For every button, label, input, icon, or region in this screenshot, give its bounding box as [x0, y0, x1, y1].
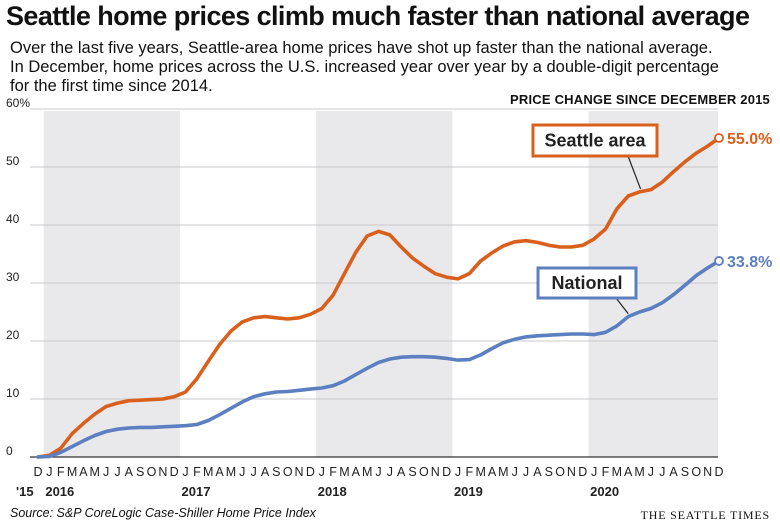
month-tick-label: M [67, 465, 77, 479]
month-tick-label: M [339, 465, 349, 479]
year-label-2018: 2018 [318, 484, 347, 499]
month-tick-label: J [659, 465, 665, 479]
month-tick-label: J [591, 465, 597, 479]
chart-subtitle: Over the last five years, Seattle-area h… [10, 39, 774, 96]
month-tick-label: J [114, 465, 120, 479]
month-tick-label: S [408, 465, 416, 479]
month-tick-label: N [431, 465, 440, 479]
year-label-2017: 2017 [182, 484, 211, 499]
source-note: Source: S&P CoreLogic Case-Shiller Home … [10, 506, 316, 520]
seattle-area-line [36, 136, 721, 459]
month-tick-label: A [669, 465, 678, 479]
chart-title: Seattle home prices climb much faster th… [6, 1, 750, 31]
national-end-point [714, 256, 724, 266]
month-tick-label: N [158, 465, 167, 479]
month-tick-label: N [295, 465, 304, 479]
month-tick-label: J [319, 465, 325, 479]
month-tick-label: A [488, 465, 497, 479]
month-tick-label: M [362, 465, 372, 479]
month-tick-label: D [170, 465, 179, 479]
month-tick-label: O [283, 465, 293, 479]
month-tick-label: S [272, 465, 280, 479]
month-tick-label: M [90, 465, 100, 479]
month-tick-label: M [203, 465, 213, 479]
month-tick-label: J [182, 465, 188, 479]
y-tick-label-0: 0 [6, 444, 13, 458]
y-tick-label-40: 40 [6, 212, 20, 226]
month-tick-label: F [329, 465, 337, 479]
month-tick-label: S [136, 465, 144, 479]
y-tick-label-60: 60% [6, 96, 30, 110]
month-tick-label: F [465, 465, 473, 479]
month-tick-label: J [46, 465, 52, 479]
year-label-2019: 2019 [454, 484, 483, 499]
national-label-box [536, 266, 638, 300]
subtitle-line-2: In December, home prices across the U.S.… [10, 58, 719, 76]
month-tick-label: D [578, 465, 587, 479]
seattle-area-label: Seattle area [544, 131, 646, 151]
subtitle-line-3: for the first time since 2014. [10, 77, 213, 95]
month-tick-label: D [714, 465, 723, 479]
month-tick-label: A [533, 465, 542, 479]
year-label-15: '15 [16, 484, 34, 499]
y-tick-label-10: 10 [6, 386, 20, 400]
subtitle-line-1: Over the last five years, Seattle-area h… [10, 39, 713, 57]
month-tick-label: O [691, 465, 701, 479]
year-label-2016: 2016 [45, 484, 74, 499]
month-tick-label: A [397, 465, 406, 479]
month-tick-label: M [475, 465, 485, 479]
year-label-2020: 2020 [590, 484, 619, 499]
month-tick-label: J [455, 465, 461, 479]
national-line [36, 259, 721, 459]
month-tick-label: J [512, 465, 518, 479]
month-tick-label: A [215, 465, 224, 479]
seattle-area-leader-line [627, 155, 642, 190]
month-tick-label: O [555, 465, 565, 479]
month-tick-label: J [523, 465, 529, 479]
month-tick-label: M [498, 465, 508, 479]
month-tick-label: J [375, 465, 381, 479]
month-tick-label: M [634, 465, 644, 479]
seattle-area-end-label: 55.0% [727, 131, 772, 148]
month-tick-label: A [624, 465, 633, 479]
month-tick-label: A [79, 465, 88, 479]
month-tick-label: D [306, 465, 315, 479]
month-tick-label: F [193, 465, 201, 479]
month-tick-label: A [261, 465, 270, 479]
month-tick-label: J [239, 465, 245, 479]
month-tick-label: M [226, 465, 236, 479]
y-tick-label-20: 20 [6, 328, 20, 342]
month-tick-label: A [125, 465, 134, 479]
chart-heading: PRICE CHANGE SINCE DECEMBER 2015 [510, 92, 770, 107]
month-tick-label: J [648, 465, 654, 479]
month-tick-label: O [147, 465, 157, 479]
seattle-area-end-point [714, 133, 724, 143]
y-tick-label-50: 50 [6, 154, 20, 168]
month-tick-label: F [57, 465, 65, 479]
month-tick-label: F [602, 465, 610, 479]
month-tick-label: N [567, 465, 576, 479]
month-tick-label: M [612, 465, 622, 479]
national-end-label: 33.8% [727, 254, 772, 271]
seattle-area-label-box [531, 123, 659, 158]
month-tick-label: N [703, 465, 712, 479]
month-tick-label: O [419, 465, 429, 479]
month-tick-label: S [545, 465, 553, 479]
national-label: National [551, 273, 622, 293]
month-tick-label: D [442, 465, 451, 479]
month-tick-label: A [352, 465, 361, 479]
y-tick-label-30: 30 [6, 270, 20, 284]
national-leader-line [615, 297, 629, 315]
month-tick-label: J [103, 465, 109, 479]
month-tick-label: J [251, 465, 257, 479]
month-tick-label: S [681, 465, 689, 479]
shaded-year-2018 [316, 111, 453, 457]
month-tick-label: D [33, 465, 42, 479]
month-tick-label: J [387, 465, 393, 479]
publisher-credit: THE SEATTLE TIMES [640, 508, 770, 522]
